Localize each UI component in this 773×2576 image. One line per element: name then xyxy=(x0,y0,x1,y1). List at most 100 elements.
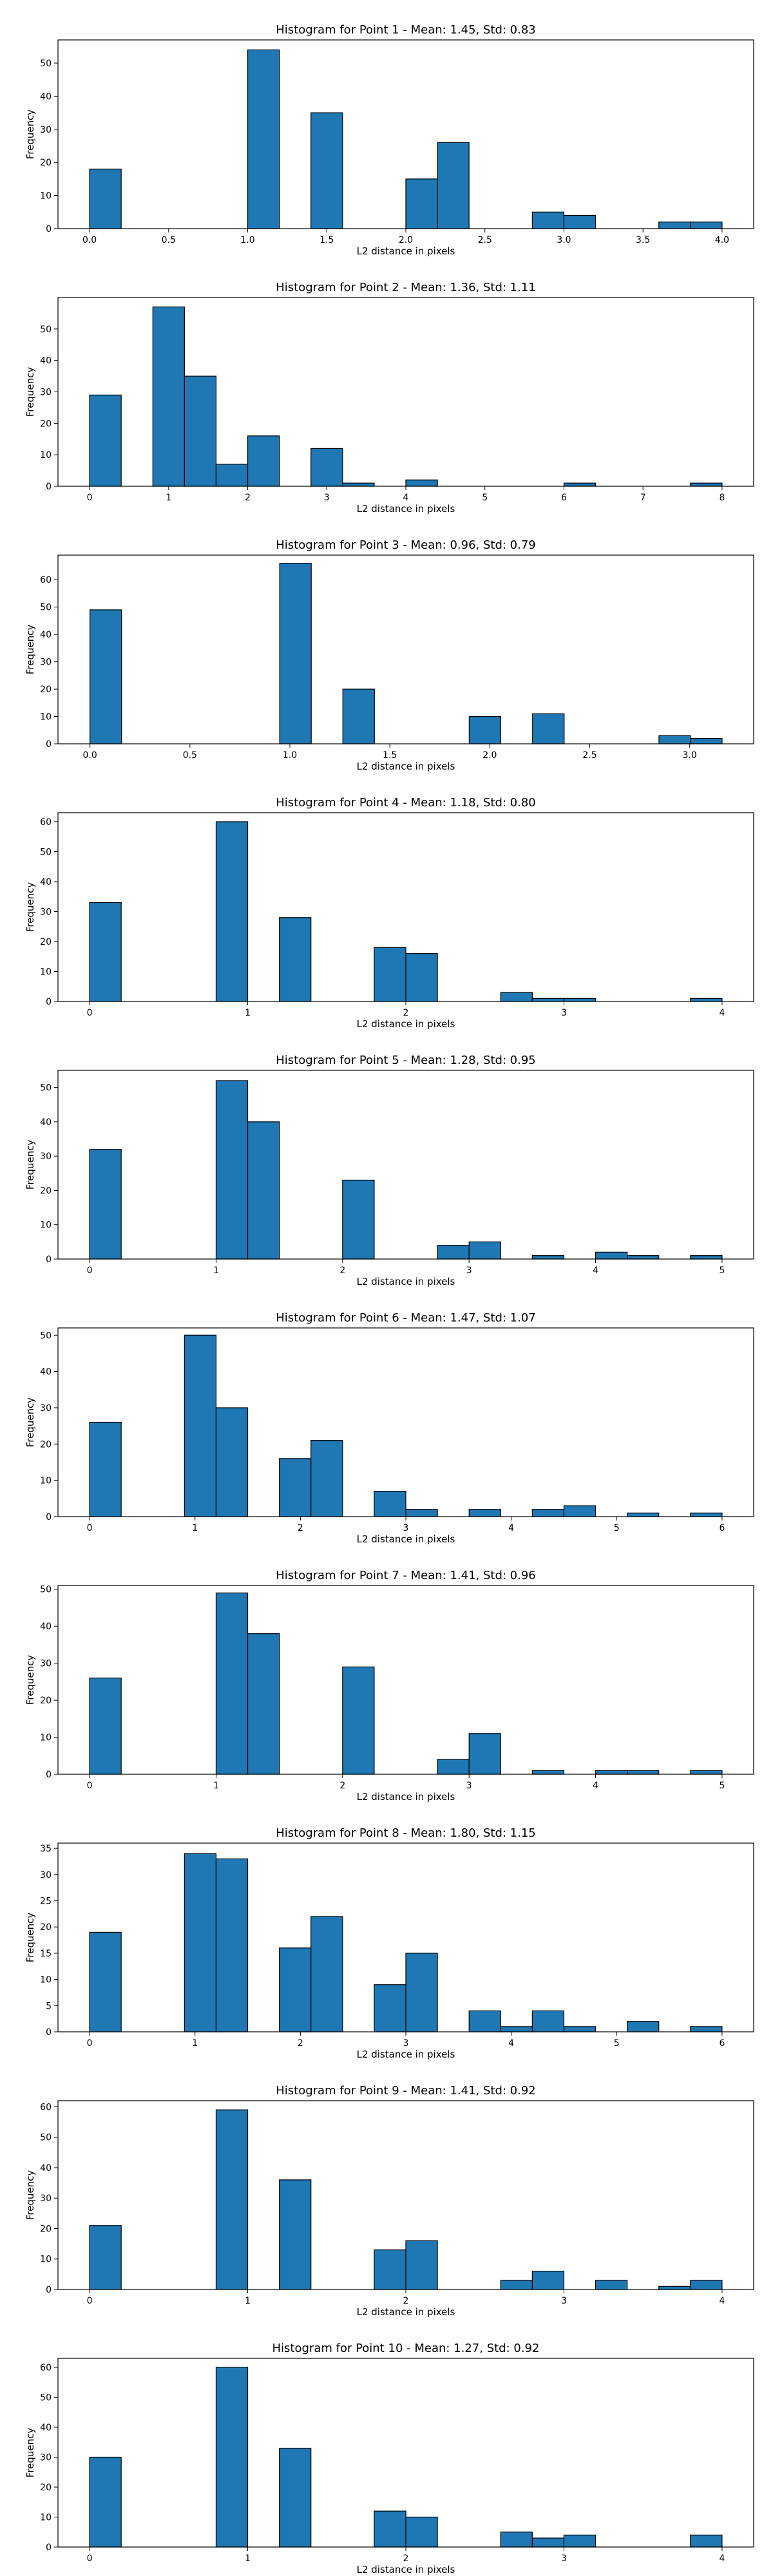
x-tick-label: 1 xyxy=(213,1265,219,1276)
x-tick-label: 3 xyxy=(561,2296,567,2306)
y-axis-label: Frequency xyxy=(24,1397,36,1448)
x-tick-label: 5 xyxy=(614,1523,620,1533)
y-tick-label: 50 xyxy=(40,325,52,335)
y-tick-label: 30 xyxy=(40,1870,52,1880)
y-tick-label: 30 xyxy=(40,2193,52,2204)
chart-title: Histogram for Point 9 - Mean: 1.41, Std:… xyxy=(276,2084,536,2098)
x-tick-label: 1 xyxy=(192,1523,198,1533)
plot-frame xyxy=(57,1070,754,1260)
histogram-bar xyxy=(215,2367,249,2548)
histogram-bar xyxy=(89,902,122,1002)
x-axis-label: L2 distance in pixels xyxy=(357,2564,455,2575)
x-tick-label: 4 xyxy=(593,1265,598,1276)
y-axis-label: Frequency xyxy=(24,1140,36,1190)
x-axis-label: L2 distance in pixels xyxy=(357,1018,455,1030)
histogram-bar xyxy=(215,1407,249,1517)
histogram-chart: Histogram for Point 2 - Mean: 1.36, Std:… xyxy=(0,258,773,515)
histogram-bar xyxy=(468,1509,501,1517)
histogram-bar xyxy=(690,222,723,229)
histogram-bar xyxy=(690,482,723,487)
histogram-bar xyxy=(374,2249,406,2290)
histogram-bar xyxy=(89,1678,122,1775)
y-tick-label: 5 xyxy=(46,2001,52,2011)
x-tick-label: 3 xyxy=(403,2038,409,2049)
y-tick-label: 40 xyxy=(40,1622,52,1632)
y-tick-label: 0 xyxy=(46,1512,52,1522)
y-tick-label: 30 xyxy=(40,1151,52,1162)
x-tick-label: 3 xyxy=(466,1265,472,1276)
y-tick-label: 30 xyxy=(40,2452,52,2463)
histogram-bar xyxy=(563,998,596,1002)
chart-title: Histogram for Point 7 - Mean: 1.41, Std:… xyxy=(276,1569,536,1582)
histogram-bar xyxy=(215,1080,249,1260)
y-tick-label: 20 xyxy=(40,937,52,947)
y-tick-label: 40 xyxy=(40,630,52,640)
histogram-bar xyxy=(627,1770,660,1775)
histogram-bar xyxy=(690,737,723,744)
x-tick-label: 6 xyxy=(719,1523,725,1533)
y-tick-label: 0 xyxy=(46,1770,52,1780)
histogram-bar xyxy=(405,178,438,229)
y-axis-label: Frequency xyxy=(24,625,36,675)
x-tick-label: 4 xyxy=(403,493,409,503)
y-tick-label: 10 xyxy=(40,1975,52,1985)
y-tick-label: 20 xyxy=(40,2224,52,2234)
y-tick-label: 10 xyxy=(40,2512,52,2523)
histogram-bar xyxy=(563,1505,596,1517)
y-axis-label: Frequency xyxy=(24,882,36,933)
histogram-bar xyxy=(500,2280,533,2290)
x-tick-label: 0 xyxy=(87,2296,93,2306)
histogram-bar xyxy=(627,2021,660,2032)
y-tick-label: 30 xyxy=(40,658,52,668)
histogram-bar xyxy=(374,947,406,1002)
histogram-bar xyxy=(342,1179,375,1260)
chart-title: Histogram for Point 6 - Mean: 1.47, Std:… xyxy=(276,1311,536,1325)
y-tick-label: 50 xyxy=(40,1083,52,1094)
histogram-bar xyxy=(437,1245,470,1260)
x-tick-label: 4 xyxy=(719,1008,725,1018)
histogram-bar xyxy=(247,435,280,487)
y-tick-label: 50 xyxy=(40,59,52,69)
histogram-bar xyxy=(595,1251,628,1260)
x-tick-label: 2.5 xyxy=(478,235,492,245)
x-tick-label: 2 xyxy=(403,2296,409,2306)
histogram-chart: Histogram for Point 9 - Mean: 1.41, Std:… xyxy=(0,2061,773,2318)
x-tick-label: 1 xyxy=(245,2296,251,2306)
histogram-bar xyxy=(563,2026,596,2032)
histogram-bar xyxy=(500,992,533,1002)
x-tick-label: 5 xyxy=(719,1265,725,1276)
histogram-bar xyxy=(89,1931,122,2032)
histogram-bar xyxy=(215,2109,249,2290)
histogram-bar xyxy=(247,1121,280,1260)
y-tick-label: 50 xyxy=(40,2392,52,2403)
x-tick-label: 1 xyxy=(245,2553,251,2564)
y-tick-label: 15 xyxy=(40,1949,52,1959)
histogram-bar xyxy=(468,1241,501,1260)
histogram-bar xyxy=(690,1255,723,1260)
x-tick-label: 5 xyxy=(482,493,488,503)
y-tick-label: 35 xyxy=(40,1844,52,1854)
histogram-bar xyxy=(627,1512,660,1517)
x-tick-label: 0 xyxy=(87,2038,93,2049)
y-tick-label: 0 xyxy=(46,997,52,1007)
y-tick-label: 10 xyxy=(40,1733,52,1743)
x-tick-label: 3 xyxy=(561,2553,567,2564)
x-tick-label: 3 xyxy=(403,1523,409,1533)
histogram-bar xyxy=(279,563,312,744)
x-tick-label: 0 xyxy=(87,493,93,503)
y-tick-label: 10 xyxy=(40,2255,52,2265)
x-tick-label: 1.0 xyxy=(240,235,254,245)
y-tick-label: 60 xyxy=(40,817,52,828)
y-axis-label: Frequency xyxy=(24,2170,36,2221)
x-tick-label: 4.0 xyxy=(715,235,729,245)
histogram-bar xyxy=(405,1953,438,2032)
x-tick-label: 2.0 xyxy=(482,750,497,761)
y-tick-label: 20 xyxy=(40,685,52,695)
y-tick-label: 50 xyxy=(40,2133,52,2143)
x-tick-label: 1 xyxy=(192,2038,198,2049)
x-tick-label: 0.5 xyxy=(183,750,197,761)
chart-svg: Histogram for Point 6 - Mean: 1.47, Std:… xyxy=(24,1311,754,1545)
histogram-bar xyxy=(374,1984,406,2032)
x-tick-label: 3.0 xyxy=(683,750,697,761)
histogram-bar xyxy=(405,1509,438,1517)
